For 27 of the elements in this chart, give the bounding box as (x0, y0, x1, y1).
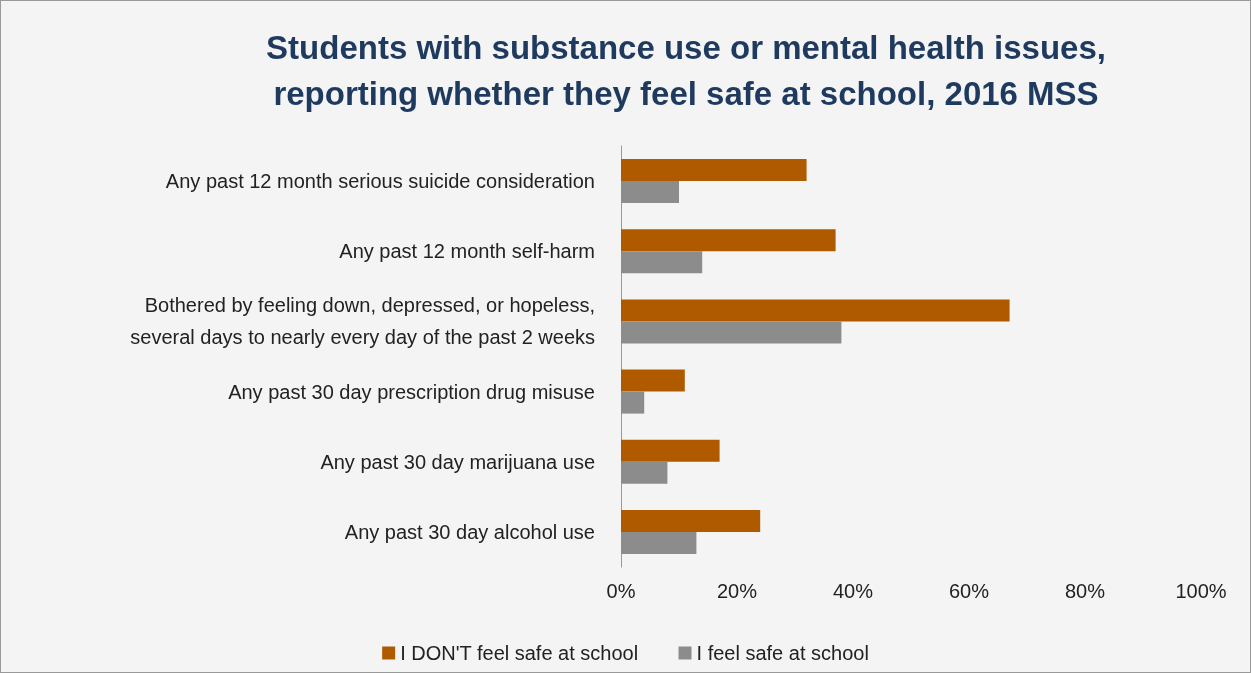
bar (621, 321, 842, 344)
x-tick-label: 60% (948, 580, 990, 602)
y-tick-label: Any past 12 month self-harm (339, 240, 595, 263)
x-tick-label: 0% (606, 580, 636, 602)
y-tick-label: Any past 30 day alcohol use (344, 520, 595, 543)
bar (621, 461, 668, 484)
y-tick-label: Any past 30 day marijuana use (320, 450, 595, 473)
bar (621, 531, 697, 554)
x-tick-label: 100% (1175, 580, 1227, 602)
bar (621, 229, 836, 252)
legend-label: I DON'T feel safe at school (400, 642, 639, 664)
bar (621, 391, 645, 414)
chart-title: Students with substance use or mental health issues, reporting whether they feel safe at school, 2016 MSS (266, 28, 1106, 112)
bar (621, 369, 685, 392)
x-tick-label: 80% (1064, 580, 1106, 602)
y-tick-label: Any past 30 day prescription drug misuse (228, 380, 595, 403)
bar (621, 159, 807, 182)
x-tick-label: 20% (716, 580, 758, 602)
bar (621, 509, 761, 532)
bar (621, 251, 703, 274)
x-tick-label: 40% (832, 580, 874, 602)
bar (621, 439, 720, 462)
legend-label: I feel safe at school (696, 642, 869, 664)
y-tick-label: Bothered by feeling down, depressed, or hopeless, several days to nearly every day of the past 2 weeks (130, 294, 595, 349)
bar (621, 181, 679, 204)
bar (621, 299, 1010, 322)
y-tick-label: Any past 12 month serious suicide consideration (165, 170, 595, 193)
